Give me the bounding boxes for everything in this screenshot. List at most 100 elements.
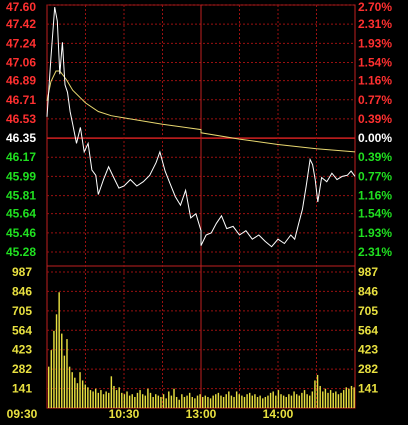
volume-bar: [136, 392, 139, 408]
volume-bar: [335, 391, 337, 408]
percent-tick-label: 1.93%: [358, 226, 392, 240]
volume-bar: [256, 396, 259, 408]
volume-tick-label: 423: [12, 343, 32, 357]
volume-bar: [110, 376, 113, 408]
volume-bar: [303, 390, 306, 408]
volume-bar: [58, 292, 60, 408]
percent-tick-label: 0.39%: [358, 112, 392, 126]
volume-bar: [222, 396, 225, 408]
volume-bar: [79, 372, 81, 408]
volume-bar: [188, 392, 191, 408]
volume-bar: [61, 333, 63, 408]
time-tick-label: 13:00: [186, 407, 217, 421]
volume-bar: [262, 398, 264, 408]
volume-bar: [340, 392, 342, 408]
percent-tick-label: 1.54%: [358, 55, 392, 69]
volume-tick-label: 282: [358, 362, 378, 376]
volume-bar: [267, 395, 269, 408]
price-tick-label: 45.99: [6, 169, 36, 183]
volume-bar: [76, 383, 79, 408]
volume-bar: [293, 391, 295, 408]
volume-bar: [348, 388, 350, 408]
price-line: [46, 7, 356, 248]
volume-bar: [181, 394, 183, 408]
volume-bar: [243, 396, 246, 408]
volume-tick-label: 987: [12, 265, 32, 279]
volume-bar: [282, 395, 285, 408]
volume-bar: [66, 339, 68, 408]
volume-tick-label: 564: [12, 323, 32, 337]
volume-bar: [327, 392, 329, 408]
volume-bar: [89, 390, 92, 408]
volume-bar: [139, 390, 141, 408]
chart-grid: [46, 4, 356, 409]
volume-bar: [319, 385, 321, 408]
volume-bar: [215, 394, 217, 408]
volume-bar: [285, 396, 287, 408]
price-tick-label: 47.06: [6, 55, 36, 69]
volume-bar: [144, 395, 147, 408]
volume-bar: [123, 394, 126, 408]
volume-bar: [209, 398, 212, 408]
price-tick-label: 47.24: [6, 36, 36, 50]
volume-bar: [251, 395, 254, 408]
percent-tick-label: 0.77%: [358, 169, 392, 183]
volume-bar: [246, 394, 248, 408]
time-tick-label: 09:30: [7, 407, 38, 421]
volume-bar: [254, 394, 256, 408]
volume-bar: [87, 387, 89, 408]
volume-bar: [295, 394, 298, 408]
volume-bar: [238, 394, 240, 408]
volume-bar: [194, 398, 196, 408]
volume-bar: [272, 391, 274, 408]
volume-bar: [147, 388, 149, 408]
volume-bar: [48, 366, 50, 408]
percent-tick-label: 1.54%: [358, 207, 392, 221]
volume-bar: [105, 391, 107, 408]
price-tick-label: 47.60: [6, 0, 36, 14]
volume-bar: [50, 350, 53, 408]
price-tick-label: 46.89: [6, 74, 36, 88]
volume-bar: [102, 394, 105, 408]
volume-bar: [277, 390, 280, 408]
percent-tick-label: 1.16%: [358, 189, 392, 203]
volume-bar: [162, 394, 165, 408]
volume-bar: [259, 395, 261, 408]
volume-bar: [322, 391, 324, 408]
volume-tick-label: 141: [12, 382, 32, 396]
volume-bar: [134, 396, 136, 408]
average-price-line: [46, 70, 356, 153]
volume-bar: [269, 392, 272, 408]
volume-bar: [290, 395, 293, 408]
volume-bar: [155, 394, 157, 408]
volume-bar: [248, 392, 251, 408]
volume-bar: [202, 396, 204, 408]
volume-bar: [175, 396, 178, 408]
volume-bar: [306, 394, 308, 408]
volume-bar: [100, 390, 102, 408]
volume-tick-label: 987: [358, 265, 378, 279]
price-tick-label: 45.64: [6, 207, 36, 221]
volume-bar: [191, 396, 193, 408]
volume-bar: [173, 388, 175, 408]
axis-labels: 47.60 2.70% 47.42 2.31% 47.24 1.93% 47.06 1.54%…: [6, 0, 392, 421]
volume-bar: [108, 392, 110, 408]
volume-bar: [131, 394, 133, 408]
volume-bar: [157, 395, 160, 408]
volume-bar: [288, 394, 290, 408]
volume-bar: [342, 390, 345, 408]
volume-bar: [311, 391, 314, 408]
volume-bar: [233, 396, 235, 408]
volume-bar: [350, 385, 353, 408]
volume-bar: [115, 390, 118, 408]
volume-tick-label: 846: [358, 284, 378, 298]
percent-tick-label: 2.31%: [358, 245, 392, 259]
volume-bar: [141, 394, 144, 408]
price-tick-label: 47.42: [6, 17, 36, 31]
volume-bar: [332, 392, 334, 408]
volume-bar: [63, 355, 66, 408]
price-tick-label: 46.35: [6, 131, 36, 145]
volume-bar: [207, 396, 209, 408]
price-tick-label: 45.28: [6, 245, 36, 259]
percent-tick-label: 1.93%: [358, 36, 392, 50]
